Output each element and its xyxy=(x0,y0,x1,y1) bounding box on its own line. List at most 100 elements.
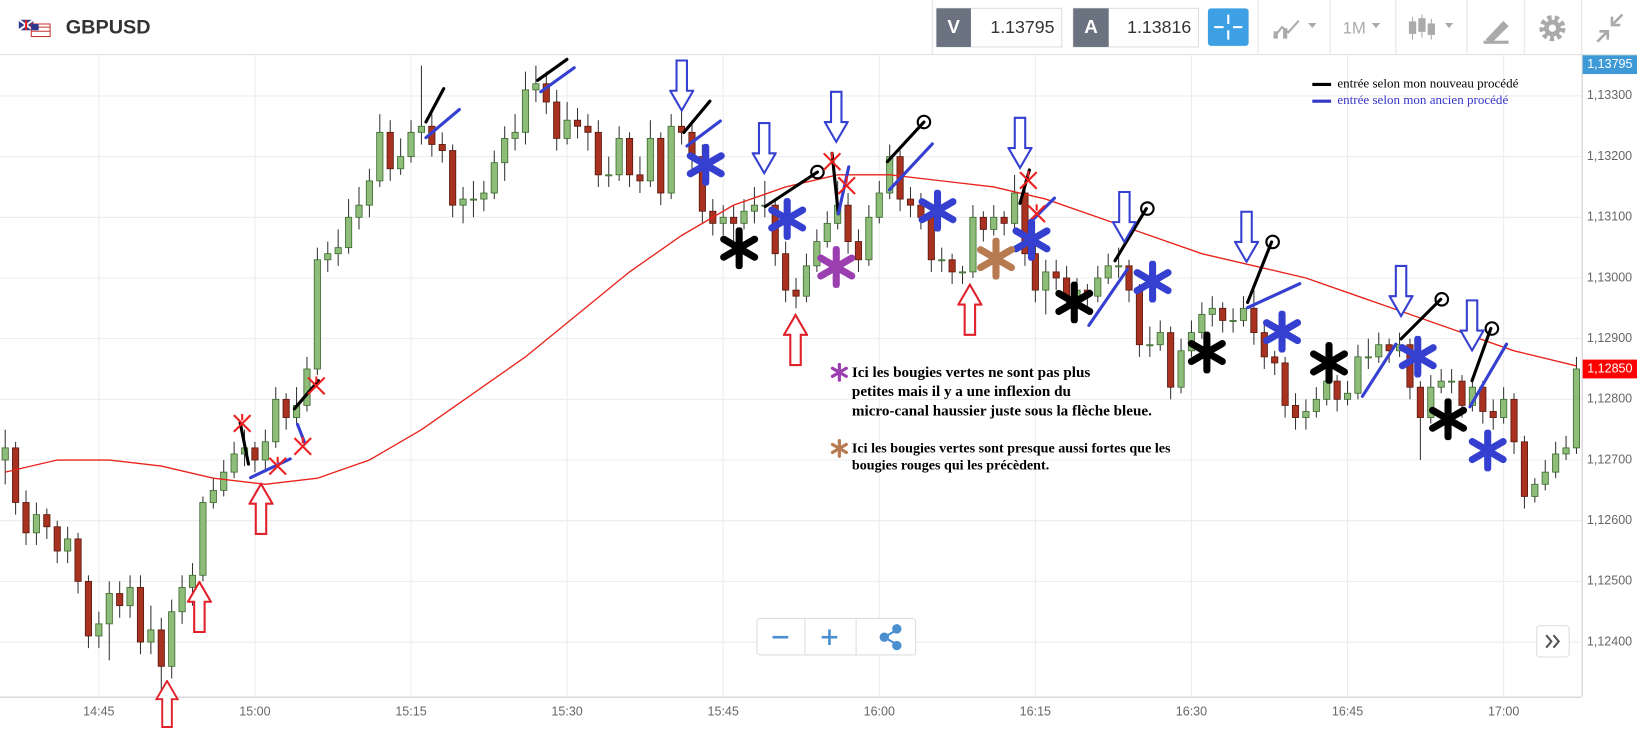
candle-body-down xyxy=(116,593,124,607)
candle-body-up xyxy=(313,259,321,370)
candle-body-down xyxy=(282,398,290,418)
candle-body-up xyxy=(188,574,197,588)
candle-body-down xyxy=(854,241,863,261)
candle-body-up xyxy=(480,192,488,200)
crosshair-button[interactable] xyxy=(1207,8,1249,46)
candle-body-up xyxy=(875,192,883,218)
candle-body-up xyxy=(813,241,821,267)
candle-body-up xyxy=(220,471,228,491)
candle-body-down xyxy=(625,137,634,176)
collapse-button[interactable] xyxy=(1596,13,1624,43)
ask-badge xyxy=(1073,8,1109,47)
y-tick-label: 1,12500 xyxy=(1587,574,1632,588)
x-tick-label: 15:45 xyxy=(708,705,739,719)
candle-body-up xyxy=(345,216,353,249)
candle-body-up xyxy=(355,204,363,218)
candle-body-down xyxy=(553,101,561,139)
candle-body-up xyxy=(750,204,758,212)
legend-and-notes: entrée selon mon nouveau procédé entrée s… xyxy=(830,75,1519,473)
y-tick-label: 1,12700 xyxy=(1587,452,1632,466)
candle-body-up xyxy=(230,453,238,473)
candle-body-down xyxy=(1281,362,1289,406)
candle-body-up xyxy=(397,156,405,170)
candle-body-up xyxy=(1229,320,1237,322)
candle-body-up xyxy=(1323,380,1331,400)
indicator-button[interactable] xyxy=(1272,20,1317,39)
x-tick-label: 16:15 xyxy=(1020,705,1051,719)
candle-body-up xyxy=(417,125,425,133)
flag-icon xyxy=(18,18,51,38)
candle-body-down xyxy=(792,289,800,297)
candle-body-up xyxy=(1562,447,1570,455)
y-tick-label: 1,13200 xyxy=(1587,149,1632,163)
settings-button[interactable] xyxy=(1539,15,1566,42)
candle-body-down xyxy=(1271,356,1279,364)
zoom-in-button[interactable] xyxy=(821,629,838,646)
candle-body-up xyxy=(1208,307,1216,315)
zoom-controls xyxy=(756,617,917,656)
candle-body-up xyxy=(365,180,373,206)
candle-body-down xyxy=(157,629,165,667)
candle-body-down xyxy=(438,144,446,151)
candle-body-down xyxy=(844,204,852,242)
candle-body-up xyxy=(209,489,217,503)
candle-body-down xyxy=(1125,265,1133,291)
candle-body-down xyxy=(386,131,394,170)
candle-body-up xyxy=(1302,411,1310,418)
ask-label: A xyxy=(1084,16,1098,37)
candle-body-up xyxy=(740,210,748,224)
candle-body-up xyxy=(1448,380,1456,383)
candle-body-up xyxy=(1,447,9,461)
candle-body-up xyxy=(324,253,332,261)
candle-body-down xyxy=(1416,386,1424,418)
candle-body-up xyxy=(303,368,311,406)
dropdown-caret xyxy=(1371,22,1381,29)
candle-body-down xyxy=(251,447,259,461)
candle-body-down xyxy=(636,174,644,182)
candle-body-up xyxy=(1375,344,1383,358)
draw-button[interactable] xyxy=(1483,20,1509,44)
legend-label: entrée selon mon ancien procédé xyxy=(1337,92,1508,107)
candle-body-down xyxy=(1260,332,1268,358)
y-tick-label: 1,13300 xyxy=(1587,88,1632,102)
note-line: petites mais il y a une inflexion du xyxy=(852,384,1071,400)
bid-price: 1.13795 xyxy=(990,17,1054,37)
candle-body-up xyxy=(459,198,467,206)
share-button[interactable] xyxy=(879,624,902,651)
candle-body-down xyxy=(927,216,935,261)
candle-body-up xyxy=(199,502,207,576)
candle-body-down xyxy=(1510,398,1518,443)
chart-type-button[interactable] xyxy=(1408,14,1454,40)
candle-body-up xyxy=(1500,398,1508,418)
candle-body-down xyxy=(74,538,82,582)
y-tick-label: 1,12800 xyxy=(1587,392,1632,406)
candle-body-up xyxy=(1198,313,1206,334)
candle-body-up xyxy=(105,593,113,625)
candle-body-up xyxy=(1104,265,1112,279)
bid-badge xyxy=(936,8,971,47)
drawings xyxy=(155,57,1509,728)
candle-body-down xyxy=(1291,404,1300,418)
candle-body-up xyxy=(1177,350,1185,388)
candle-body-up xyxy=(261,441,269,461)
candle-body-up xyxy=(605,174,613,177)
candle-body-up xyxy=(1156,332,1164,346)
x-tick-label: 15:30 xyxy=(551,705,582,719)
y-tick-label: 1,12900 xyxy=(1587,331,1632,345)
candle-body-up xyxy=(1364,356,1372,359)
x-tick-label: 16:30 xyxy=(1176,705,1207,719)
candle-body-down xyxy=(1000,216,1008,224)
candle-body-up xyxy=(521,89,530,133)
timeframe[interactable]: 1M xyxy=(1343,19,1366,38)
candle-body-down xyxy=(1250,307,1258,334)
candle-body-down xyxy=(573,119,582,127)
y-tick-label: 1,13100 xyxy=(1587,210,1632,224)
candle-body-up xyxy=(823,222,831,242)
scroll-right-button[interactable] xyxy=(1536,625,1570,658)
note-line: micro-canal haussier juste sous la flèch… xyxy=(852,403,1152,419)
candle-body-up xyxy=(168,611,176,667)
symbol: GBPUSD xyxy=(66,16,151,38)
x-tick-label: 14:45 xyxy=(83,705,114,719)
candle-body-up xyxy=(802,265,810,297)
